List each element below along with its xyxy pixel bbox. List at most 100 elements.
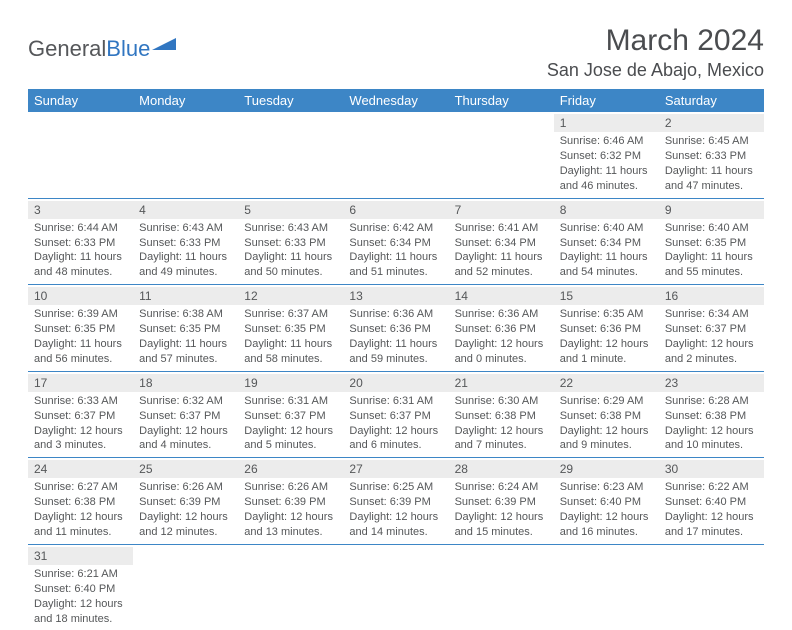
day-cell: 5Sunrise: 6:43 AMSunset: 6:33 PMDaylight…: [238, 198, 343, 285]
day-cell: 29Sunrise: 6:23 AMSunset: 6:40 PMDayligh…: [554, 458, 659, 545]
day-number: 18: [133, 374, 238, 392]
day-cell: 15Sunrise: 6:35 AMSunset: 6:36 PMDayligh…: [554, 285, 659, 372]
week-row: 31Sunrise: 6:21 AMSunset: 6:40 PMDayligh…: [28, 544, 764, 630]
sunrise-text: Sunrise: 6:43 AM: [244, 221, 337, 236]
daylight-text: Daylight: 12 hours and 9 minutes.: [560, 424, 653, 454]
daylight-text: Daylight: 12 hours and 0 minutes.: [455, 337, 548, 367]
sunrise-text: Sunrise: 6:31 AM: [244, 394, 337, 409]
sunrise-text: Sunrise: 6:22 AM: [665, 480, 758, 495]
sunset-text: Sunset: 6:34 PM: [455, 236, 548, 251]
day-number: 23: [659, 374, 764, 392]
daylight-text: Daylight: 11 hours and 54 minutes.: [560, 250, 653, 280]
day-cell: 24Sunrise: 6:27 AMSunset: 6:38 PMDayligh…: [28, 458, 133, 545]
day-cell: 28Sunrise: 6:24 AMSunset: 6:39 PMDayligh…: [449, 458, 554, 545]
day-number: 3: [28, 201, 133, 219]
sunset-text: Sunset: 6:36 PM: [455, 322, 548, 337]
day-number: 10: [28, 287, 133, 305]
daylight-text: Daylight: 11 hours and 55 minutes.: [665, 250, 758, 280]
daylight-text: Daylight: 12 hours and 13 minutes.: [244, 510, 337, 540]
sunset-text: Sunset: 6:34 PM: [349, 236, 442, 251]
day-cell: [28, 112, 133, 198]
sunset-text: Sunset: 6:33 PM: [34, 236, 127, 251]
sunset-text: Sunset: 6:39 PM: [455, 495, 548, 510]
sunrise-text: Sunrise: 6:28 AM: [665, 394, 758, 409]
day-number: 21: [449, 374, 554, 392]
sunrise-text: Sunrise: 6:45 AM: [665, 134, 758, 149]
day-cell: 18 Sunrise: 6:32 AMSunset: 6:37 PMDayligh…: [133, 371, 238, 458]
day-cell: 12Sunrise: 6:37 AMSunset: 6:35 PMDayligh…: [238, 285, 343, 372]
sunset-text: Sunset: 6:35 PM: [665, 236, 758, 251]
sunrise-text: Sunrise: 6:23 AM: [560, 480, 653, 495]
day-cell: [554, 544, 659, 630]
sunrise-text: Sunrise: 6:36 AM: [349, 307, 442, 322]
day-cell: 14Sunrise: 6:36 AMSunset: 6:36 PMDayligh…: [449, 285, 554, 372]
daylight-text: Daylight: 11 hours and 59 minutes.: [349, 337, 442, 367]
day-header: Thursday: [449, 89, 554, 112]
sunset-text: Sunset: 6:38 PM: [665, 409, 758, 424]
day-cell: 17Sunrise: 6:33 AMSunset: 6:37 PMDayligh…: [28, 371, 133, 458]
day-number: 5: [238, 201, 343, 219]
daylight-text: Daylight: 12 hours and 4 minutes.: [139, 424, 232, 454]
sunset-text: Sunset: 6:39 PM: [244, 495, 337, 510]
sunrise-text: Sunrise: 6:40 AM: [665, 221, 758, 236]
daylight-text: Daylight: 12 hours and 5 minutes.: [244, 424, 337, 454]
sunrise-text: Sunrise: 6:38 AM: [139, 307, 232, 322]
sunrise-text: Sunrise: 6:33 AM: [34, 394, 127, 409]
daylight-text: Daylight: 12 hours and 14 minutes.: [349, 510, 442, 540]
day-cell: 27Sunrise: 6:25 AMSunset: 6:39 PMDayligh…: [343, 458, 448, 545]
calendar-body: 1Sunrise: 6:46 AMSunset: 6:32 PMDaylight…: [28, 112, 764, 630]
day-number: 15: [554, 287, 659, 305]
day-number: 31: [28, 547, 133, 565]
sunset-text: Sunset: 6:32 PM: [560, 149, 653, 164]
daylight-text: Daylight: 12 hours and 17 minutes.: [665, 510, 758, 540]
sunset-text: Sunset: 6:34 PM: [560, 236, 653, 251]
sunset-text: Sunset: 6:33 PM: [139, 236, 232, 251]
sunrise-text: Sunrise: 6:26 AM: [244, 480, 337, 495]
sunset-text: Sunset: 6:36 PM: [349, 322, 442, 337]
logo-text-a: General: [28, 36, 106, 62]
daylight-text: Daylight: 11 hours and 51 minutes.: [349, 250, 442, 280]
day-cell: [449, 544, 554, 630]
day-cell: [449, 112, 554, 198]
day-number: 16: [659, 287, 764, 305]
day-number: 25: [133, 460, 238, 478]
calendar-table: Sunday Monday Tuesday Wednesday Thursday…: [28, 89, 764, 630]
sunrise-text: Sunrise: 6:26 AM: [139, 480, 232, 495]
daylight-text: Daylight: 12 hours and 7 minutes.: [455, 424, 548, 454]
sunrise-text: Sunrise: 6:35 AM: [560, 307, 653, 322]
day-cell: 30Sunrise: 6:22 AMSunset: 6:40 PMDayligh…: [659, 458, 764, 545]
sunset-text: Sunset: 6:37 PM: [665, 322, 758, 337]
sunset-text: Sunset: 6:35 PM: [244, 322, 337, 337]
sunrise-text: Sunrise: 6:32 AM: [139, 394, 232, 409]
day-number: 19: [238, 374, 343, 392]
sunset-text: Sunset: 6:40 PM: [665, 495, 758, 510]
logo-flag-icon: [152, 36, 178, 56]
day-number: 9: [659, 201, 764, 219]
daylight-text: Daylight: 11 hours and 50 minutes.: [244, 250, 337, 280]
sunrise-text: Sunrise: 6:30 AM: [455, 394, 548, 409]
sunrise-text: Sunrise: 6:46 AM: [560, 134, 653, 149]
sunrise-text: Sunrise: 6:41 AM: [455, 221, 548, 236]
day-cell: 16Sunrise: 6:34 AMSunset: 6:37 PMDayligh…: [659, 285, 764, 372]
sunrise-text: Sunrise: 6:29 AM: [560, 394, 653, 409]
day-cell: [238, 544, 343, 630]
day-cell: 2Sunrise: 6:45 AMSunset: 6:33 PMDaylight…: [659, 112, 764, 198]
day-number: 14: [449, 287, 554, 305]
sunset-text: Sunset: 6:38 PM: [560, 409, 653, 424]
day-cell: [238, 112, 343, 198]
daylight-text: Daylight: 11 hours and 52 minutes.: [455, 250, 548, 280]
day-number: 20: [343, 374, 448, 392]
day-header: Tuesday: [238, 89, 343, 112]
day-number: 26: [238, 460, 343, 478]
sunset-text: Sunset: 6:39 PM: [349, 495, 442, 510]
day-cell: [343, 112, 448, 198]
day-cell: 13Sunrise: 6:36 AMSunset: 6:36 PMDayligh…: [343, 285, 448, 372]
day-number: 12: [238, 287, 343, 305]
day-number: 11: [133, 287, 238, 305]
sunset-text: Sunset: 6:40 PM: [560, 495, 653, 510]
sunset-text: Sunset: 6:37 PM: [139, 409, 232, 424]
sunset-text: Sunset: 6:37 PM: [244, 409, 337, 424]
day-cell: 1Sunrise: 6:46 AMSunset: 6:32 PMDaylight…: [554, 112, 659, 198]
day-number: 6: [343, 201, 448, 219]
month-title: March 2024: [547, 24, 764, 58]
